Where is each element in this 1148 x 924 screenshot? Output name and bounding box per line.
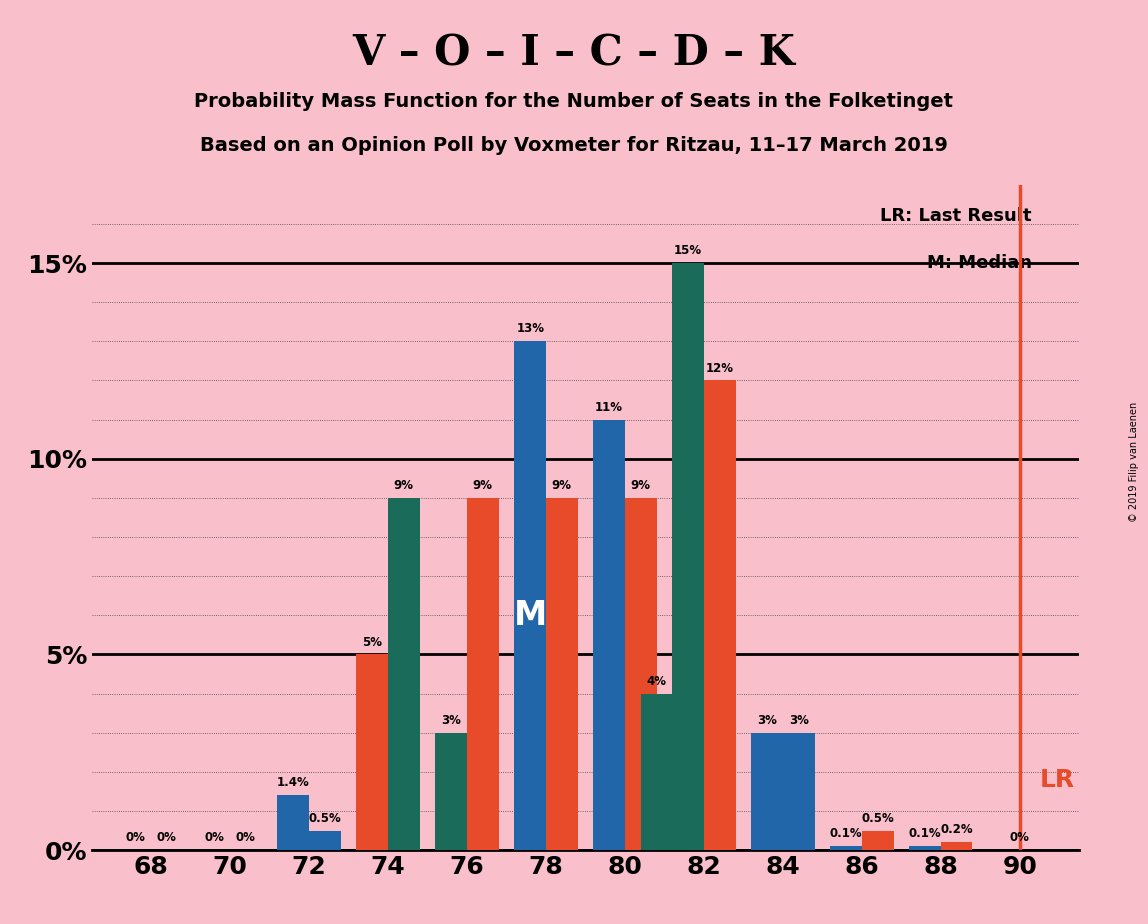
Bar [751, 733, 783, 850]
Text: 0.5%: 0.5% [309, 811, 341, 824]
Text: LR: LR [1040, 768, 1075, 792]
Text: 13%: 13% [517, 322, 544, 335]
Bar [514, 341, 546, 850]
Text: 9%: 9% [630, 479, 651, 492]
Bar [625, 498, 657, 850]
Text: 0.2%: 0.2% [940, 823, 974, 836]
Text: 4%: 4% [646, 675, 667, 687]
Text: 0.1%: 0.1% [909, 827, 941, 840]
Text: 1.4%: 1.4% [277, 776, 310, 789]
Text: 0.1%: 0.1% [830, 827, 862, 840]
Bar [356, 654, 388, 850]
Text: 0%: 0% [125, 832, 145, 845]
Text: 12%: 12% [706, 361, 734, 374]
Bar [862, 831, 893, 850]
Bar [673, 263, 704, 850]
Bar [435, 733, 467, 850]
Text: 0%: 0% [157, 832, 177, 845]
Text: 3%: 3% [789, 714, 808, 727]
Bar [467, 498, 498, 850]
Bar [941, 843, 972, 850]
Text: LR: Last Result: LR: Last Result [881, 207, 1032, 225]
Text: 3%: 3% [758, 714, 777, 727]
Text: 15%: 15% [674, 244, 703, 257]
Text: © 2019 Filip van Laenen: © 2019 Filip van Laenen [1130, 402, 1139, 522]
Bar [830, 846, 862, 850]
Bar [594, 419, 625, 850]
Text: 9%: 9% [394, 479, 413, 492]
Text: Based on an Opinion Poll by Voxmeter for Ritzau, 11–17 March 2019: Based on an Opinion Poll by Voxmeter for… [200, 136, 948, 155]
Text: 0.5%: 0.5% [861, 811, 894, 824]
Text: 9%: 9% [473, 479, 492, 492]
Bar [309, 831, 341, 850]
Text: 0%: 0% [204, 832, 224, 845]
Bar [388, 498, 420, 850]
Text: 11%: 11% [595, 401, 623, 414]
Bar [909, 846, 941, 850]
Text: 0%: 0% [236, 832, 256, 845]
Text: 3%: 3% [441, 714, 461, 727]
Text: V – O – I – C – D – K: V – O – I – C – D – K [352, 32, 796, 74]
Text: 9%: 9% [552, 479, 572, 492]
Bar [641, 694, 673, 850]
Text: 0%: 0% [1010, 832, 1030, 845]
Text: 5%: 5% [363, 636, 382, 649]
Text: Probability Mass Function for the Number of Seats in the Folketinget: Probability Mass Function for the Number… [194, 92, 954, 112]
Text: M: Median: M: Median [926, 254, 1032, 272]
Bar [278, 796, 309, 850]
Bar [546, 498, 577, 850]
Bar [783, 733, 815, 850]
Bar [704, 381, 736, 850]
Text: M: M [513, 599, 546, 632]
